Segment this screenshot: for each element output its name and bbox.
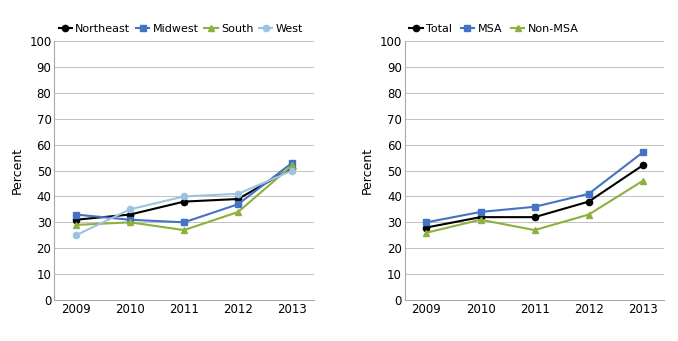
Line: Non-MSA: Non-MSA bbox=[423, 178, 646, 236]
Total bbox=[531, 215, 539, 219]
Midwest bbox=[180, 220, 188, 224]
Line: Total: Total bbox=[423, 162, 646, 231]
Legend: Northeast, Midwest, South, West: Northeast, Midwest, South, West bbox=[54, 19, 307, 38]
South bbox=[288, 163, 296, 167]
Non-MSA bbox=[531, 228, 539, 232]
Line: South: South bbox=[73, 162, 296, 233]
MSA bbox=[584, 192, 593, 196]
South bbox=[234, 210, 242, 214]
West bbox=[288, 168, 296, 173]
Non-MSA bbox=[422, 231, 431, 235]
Legend: Total, MSA, Non-MSA: Total, MSA, Non-MSA bbox=[405, 19, 583, 38]
Midwest bbox=[72, 212, 80, 217]
Y-axis label: Percent: Percent bbox=[361, 147, 374, 194]
Midwest bbox=[288, 161, 296, 165]
Northeast bbox=[126, 212, 134, 217]
South bbox=[126, 220, 134, 224]
Line: MSA: MSA bbox=[423, 149, 646, 225]
MSA bbox=[639, 150, 647, 154]
Non-MSA bbox=[584, 212, 593, 217]
Northeast bbox=[234, 197, 242, 201]
Midwest bbox=[126, 218, 134, 222]
South bbox=[72, 223, 80, 227]
West bbox=[234, 192, 242, 196]
Y-axis label: Percent: Percent bbox=[11, 147, 24, 194]
MSA bbox=[531, 205, 539, 209]
Total bbox=[477, 215, 485, 219]
MSA bbox=[422, 220, 431, 224]
Northeast bbox=[180, 199, 188, 204]
Non-MSA bbox=[477, 218, 485, 222]
Total bbox=[584, 199, 593, 204]
Line: West: West bbox=[73, 167, 296, 238]
Total bbox=[422, 225, 431, 229]
Midwest bbox=[234, 202, 242, 206]
Line: Midwest: Midwest bbox=[73, 160, 296, 225]
West bbox=[180, 194, 188, 198]
Northeast bbox=[288, 166, 296, 170]
Non-MSA bbox=[639, 179, 647, 183]
Northeast bbox=[72, 218, 80, 222]
South bbox=[180, 228, 188, 232]
MSA bbox=[477, 210, 485, 214]
Total bbox=[639, 163, 647, 167]
West bbox=[72, 233, 80, 237]
Line: Northeast: Northeast bbox=[73, 165, 296, 223]
West bbox=[126, 207, 134, 211]
